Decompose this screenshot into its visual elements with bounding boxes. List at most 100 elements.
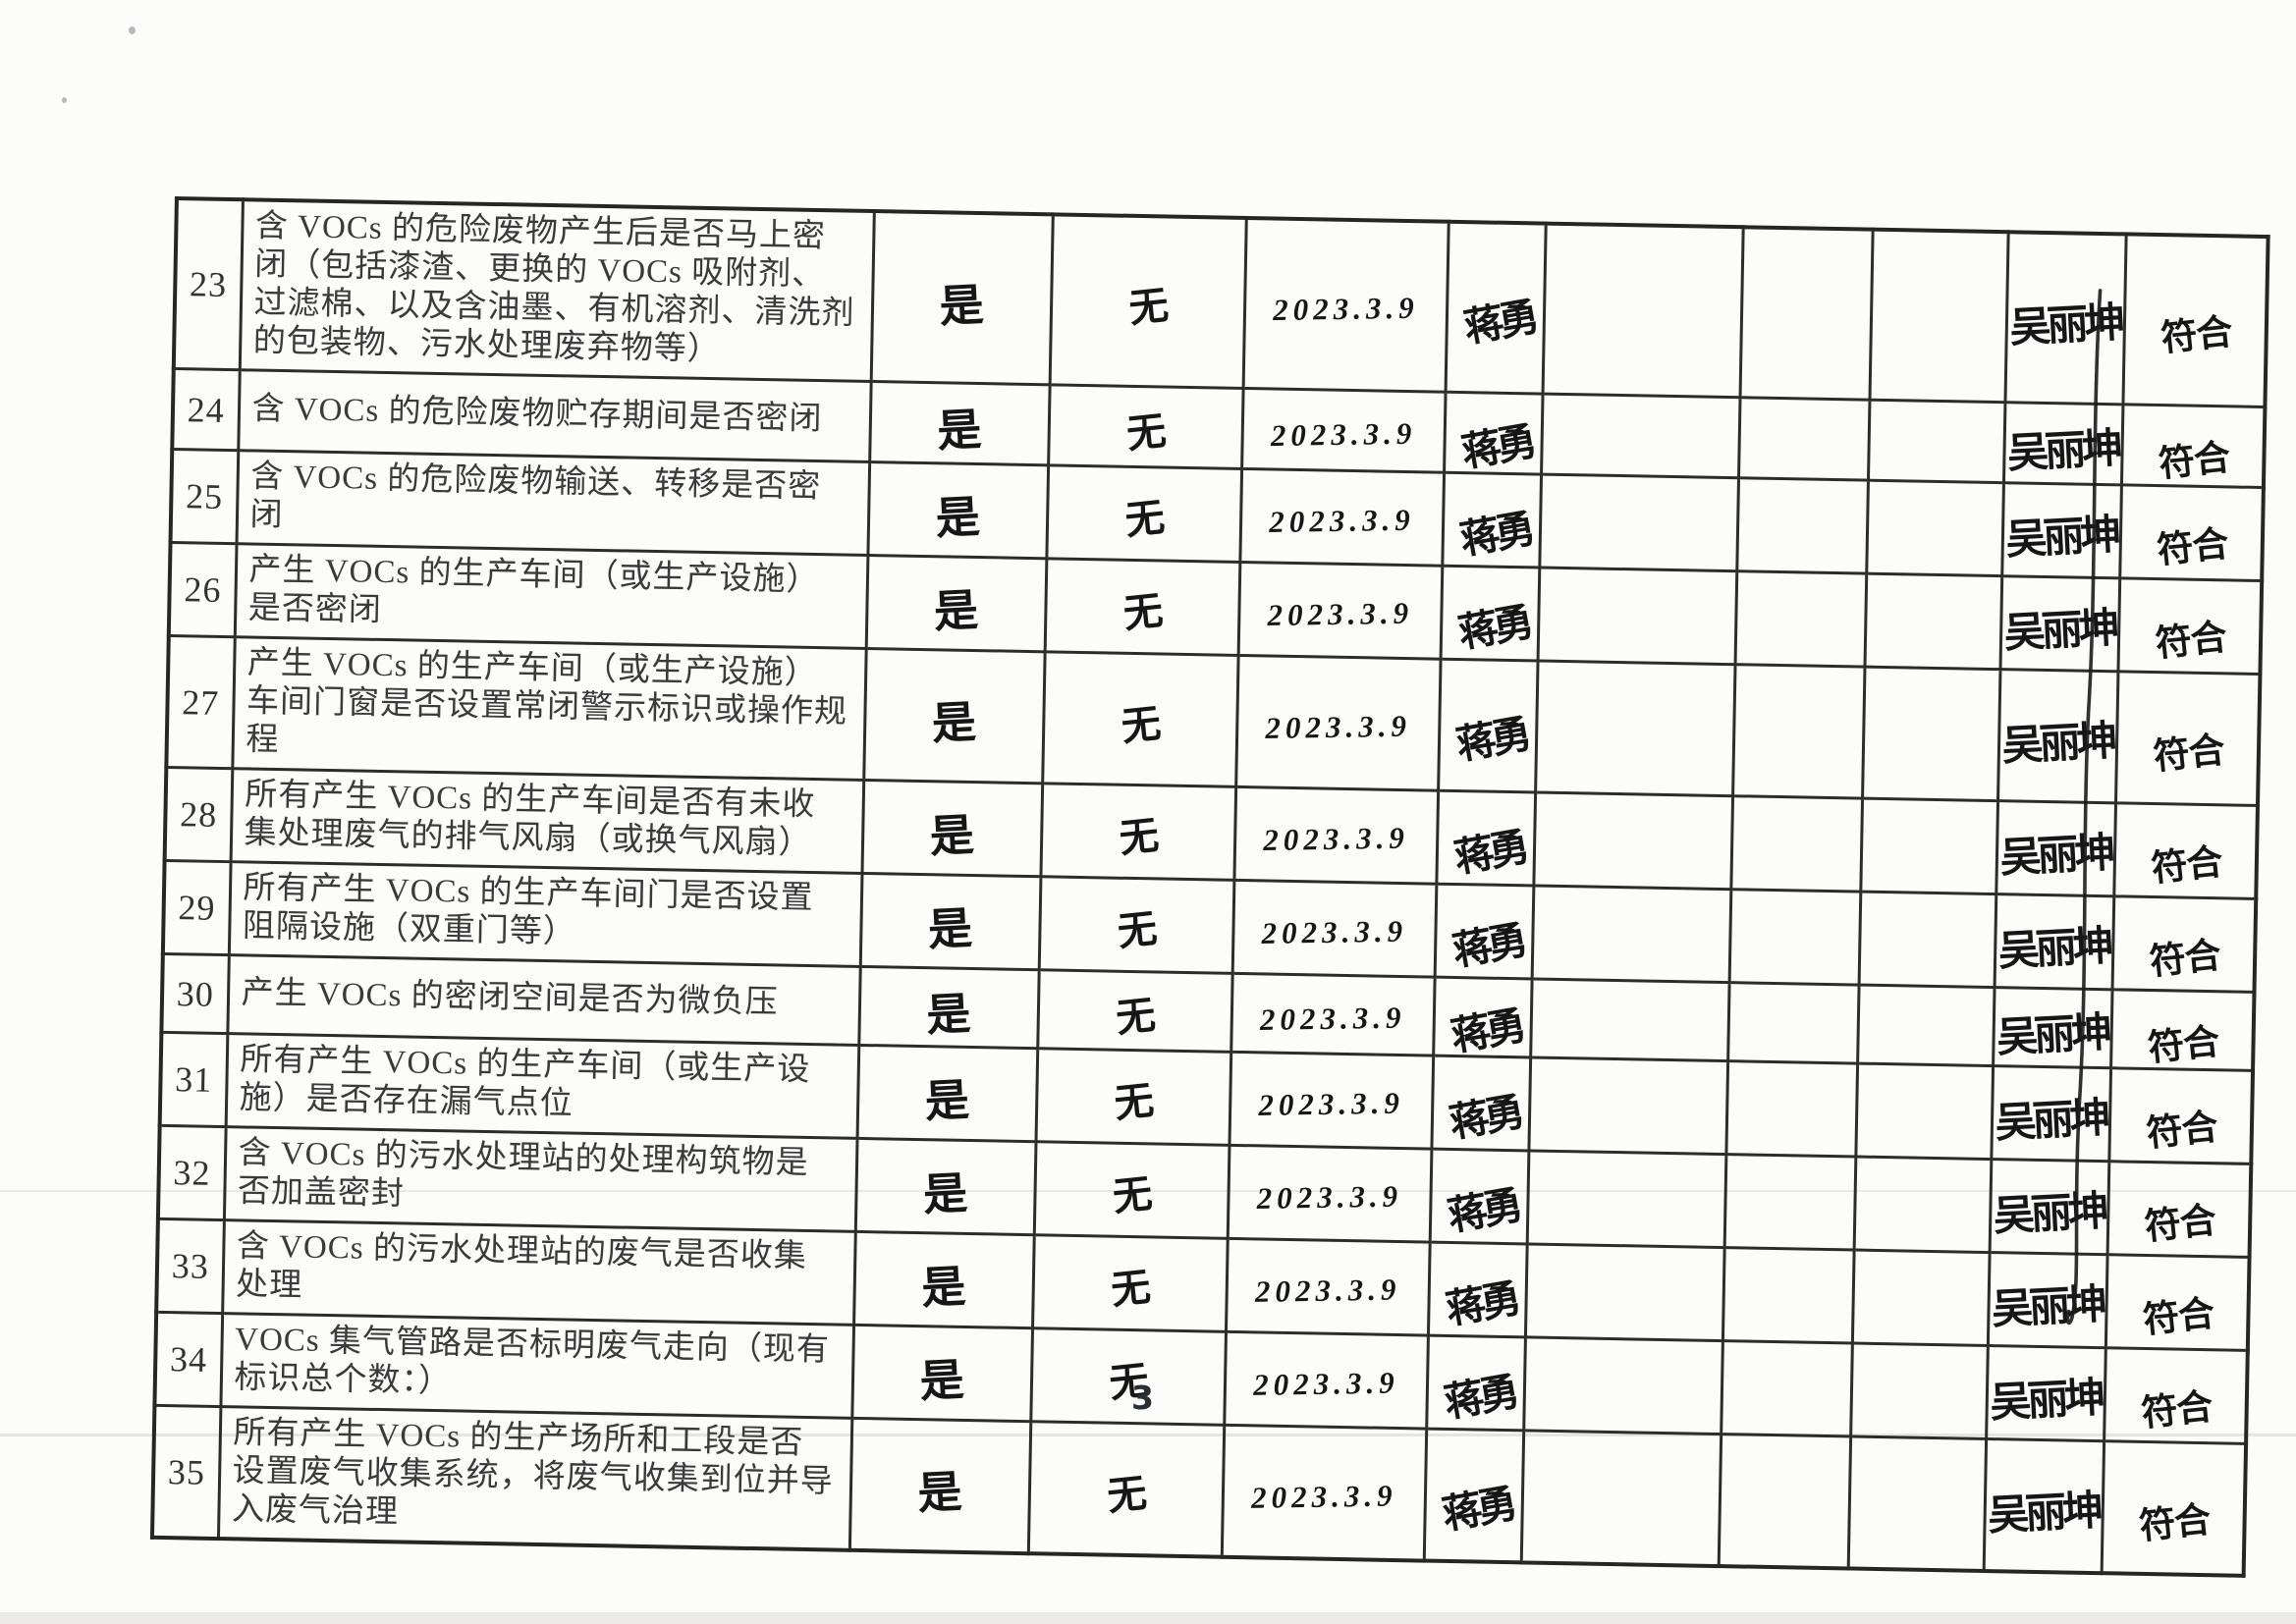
inspector-signature: 蒋勇 — [1459, 293, 1538, 351]
inspector-signature-cell: 蒋勇 — [1440, 566, 1540, 662]
inspector-signature-cell: 蒋勇 — [1427, 1242, 1527, 1337]
conclusion-cell: 符合 — [2104, 1347, 2248, 1444]
row-number-cell: 24 — [172, 368, 240, 451]
answer-cell: 是 — [858, 966, 1039, 1049]
reviewer-signature: 吴丽坤 — [1992, 1189, 2106, 1241]
question-text: 产生 VOCs 的密闭空间是否为微负压 — [241, 975, 779, 1021]
row-number: 32 — [173, 1153, 211, 1193]
handwritten-problem: 无 — [1123, 407, 1169, 457]
inspector-signature-cell: 蒋勇 — [1444, 392, 1543, 476]
problem-cell: 无 — [1040, 783, 1236, 881]
row-number-cell: 25 — [170, 449, 239, 544]
handwritten-problem: 无 — [1110, 1171, 1154, 1219]
question-cell: 产生 VOCs 的生产车间（或生产设施）是否密闭 — [234, 543, 868, 649]
empty-cell — [1738, 397, 1870, 481]
empty-cell — [1523, 1336, 1722, 1435]
question-cell: 含 VOCs 的污水处理站的废气是否收集处理 — [222, 1219, 855, 1326]
row-number-cell: 35 — [151, 1405, 221, 1540]
handwritten-conclusion: 符合 — [2137, 1499, 2213, 1547]
inspector-signature: 蒋勇 — [1445, 1088, 1523, 1146]
question-cell: VOCs 集气管路是否标明废气走向（现有标识总个数：） — [220, 1313, 854, 1419]
inspector-signature-cell: 蒋勇 — [1423, 1429, 1524, 1563]
question-cell: 产生 VOCs 的密闭空间是否为微负压 — [227, 954, 860, 1046]
row-number-cell: 28 — [164, 767, 233, 862]
row-number: 28 — [179, 794, 218, 835]
handwritten-date: 2023.3.9 — [1261, 913, 1408, 950]
reviewer-signature-cell: 吴丽坤 — [2001, 482, 2121, 578]
inspector-signature: 蒋勇 — [1444, 1181, 1521, 1239]
date-cell: 2023.3.9 — [1225, 1238, 1430, 1336]
handwritten-answer: 是 — [920, 1261, 968, 1314]
handwritten-date: 2023.3.9 — [1257, 1085, 1404, 1122]
inspector-signature: 蒋勇 — [1457, 418, 1536, 476]
date-cell: 2023.3.9 — [1229, 1052, 1434, 1150]
handwritten-problem: 无 — [1119, 700, 1163, 749]
inspector-signature: 蒋勇 — [1449, 823, 1528, 881]
reviewer-signature: 吴丽坤 — [1989, 1376, 2104, 1428]
handwritten-answer: 是 — [936, 405, 984, 457]
inspector-signature-cell: 蒋勇 — [1438, 659, 1538, 792]
answer-cell: 是 — [869, 381, 1050, 465]
handwritten-problem: 无 — [1104, 1470, 1149, 1519]
handwritten-answer: 是 — [934, 492, 982, 544]
reviewer-signature: 吴丽坤 — [2006, 425, 2121, 477]
handwritten-date: 2023.3.9 — [1254, 1272, 1401, 1309]
empty-cell — [1526, 1150, 1726, 1248]
handwritten-answer: 是 — [927, 902, 974, 955]
date-cell: 2023.3.9 — [1241, 388, 1446, 473]
handwritten-conclusion: 符合 — [2152, 730, 2227, 778]
date-cell: 2023.3.9 — [1242, 217, 1449, 393]
handwritten-problem: 无 — [1126, 283, 1171, 332]
handwritten-conclusion: 符合 — [2145, 1107, 2219, 1156]
reviewer-signature-cell: 吴丽坤 — [1999, 575, 2120, 672]
handwritten-problem: 无 — [1108, 1265, 1153, 1313]
handwritten-conclusion: 符合 — [2150, 841, 2224, 891]
date-cell: 2023.3.9 — [1230, 973, 1435, 1056]
question-cell: 所有产生 VOCs 的生产车间门是否设置阻隔设施（双重门等） — [228, 861, 862, 967]
handwritten-date: 2023.3.9 — [1262, 820, 1409, 858]
empty-cell — [1530, 978, 1729, 1061]
reviewer-signature-cell: 吴丽坤 — [1986, 1345, 2105, 1441]
problem-cell: 无 — [1027, 1421, 1225, 1557]
empty-cell — [1864, 573, 2002, 670]
empty-cell — [1718, 1434, 1851, 1569]
row-number: 27 — [181, 681, 220, 723]
row-number-cell: 33 — [156, 1218, 224, 1314]
scan-edge-shadow — [0, 1612, 2296, 1624]
handwritten-answer: 是 — [931, 697, 978, 749]
problem-cell: 无 — [1035, 1048, 1231, 1146]
scan-streak — [0, 1190, 2296, 1192]
question-text: 含 VOCs 的污水处理站的处理构筑物是否加盖密封 — [237, 1135, 809, 1213]
checklist-body: 23 含 VOCs 的危险废物产生后是否马上密闭（包括漆渣、更换的 VOCs 吸… — [151, 198, 2269, 1576]
answer-cell: 是 — [865, 555, 1047, 652]
empty-cell — [1866, 480, 2003, 576]
inspector-signature-cell: 蒋勇 — [1431, 1056, 1531, 1151]
problem-cell: 无 — [1038, 876, 1234, 974]
reviewer-signature: 吴丽坤 — [1991, 1282, 2105, 1334]
conclusion-cell: 符合 — [2113, 802, 2258, 899]
reviewer-signature: 吴丽坤 — [2004, 513, 2119, 565]
row-number: 29 — [178, 888, 216, 928]
row-number: 23 — [189, 264, 228, 304]
question-text: 含 VOCs 的危险废物贮存期间是否密闭 — [251, 391, 823, 438]
handwritten-date: 2023.3.9 — [1259, 1000, 1406, 1037]
row-number-cell: 27 — [166, 635, 235, 769]
empty-cell — [1524, 1243, 1724, 1341]
reviewer-signature-cell: 吴丽坤 — [1995, 800, 2116, 896]
row-number: 33 — [171, 1246, 210, 1286]
empty-cell — [1721, 1340, 1852, 1436]
problem-cell: 无 — [1049, 214, 1246, 389]
row-number: 35 — [167, 1451, 206, 1492]
row-number-cell: 34 — [154, 1312, 223, 1407]
reviewer-signature-cell: 吴丽坤 — [1983, 1438, 2105, 1574]
reviewer-signature-cell: 吴丽坤 — [1997, 669, 2118, 803]
handwritten-problem: 无 — [1122, 495, 1167, 544]
question-text: 含 VOCs 的危险废物输送、转移是否密闭 — [249, 459, 822, 534]
reviewer-signature-cell: 吴丽坤 — [2002, 402, 2123, 485]
handwritten-date: 2023.3.9 — [1272, 290, 1419, 328]
handwritten-date: 2023.3.9 — [1268, 502, 1415, 540]
date-cell: 2023.3.9 — [1237, 562, 1443, 660]
handwritten-answer: 是 — [933, 585, 980, 637]
conclusion-cell: 符合 — [2122, 234, 2269, 407]
answer-cell: 是 — [856, 1045, 1038, 1142]
